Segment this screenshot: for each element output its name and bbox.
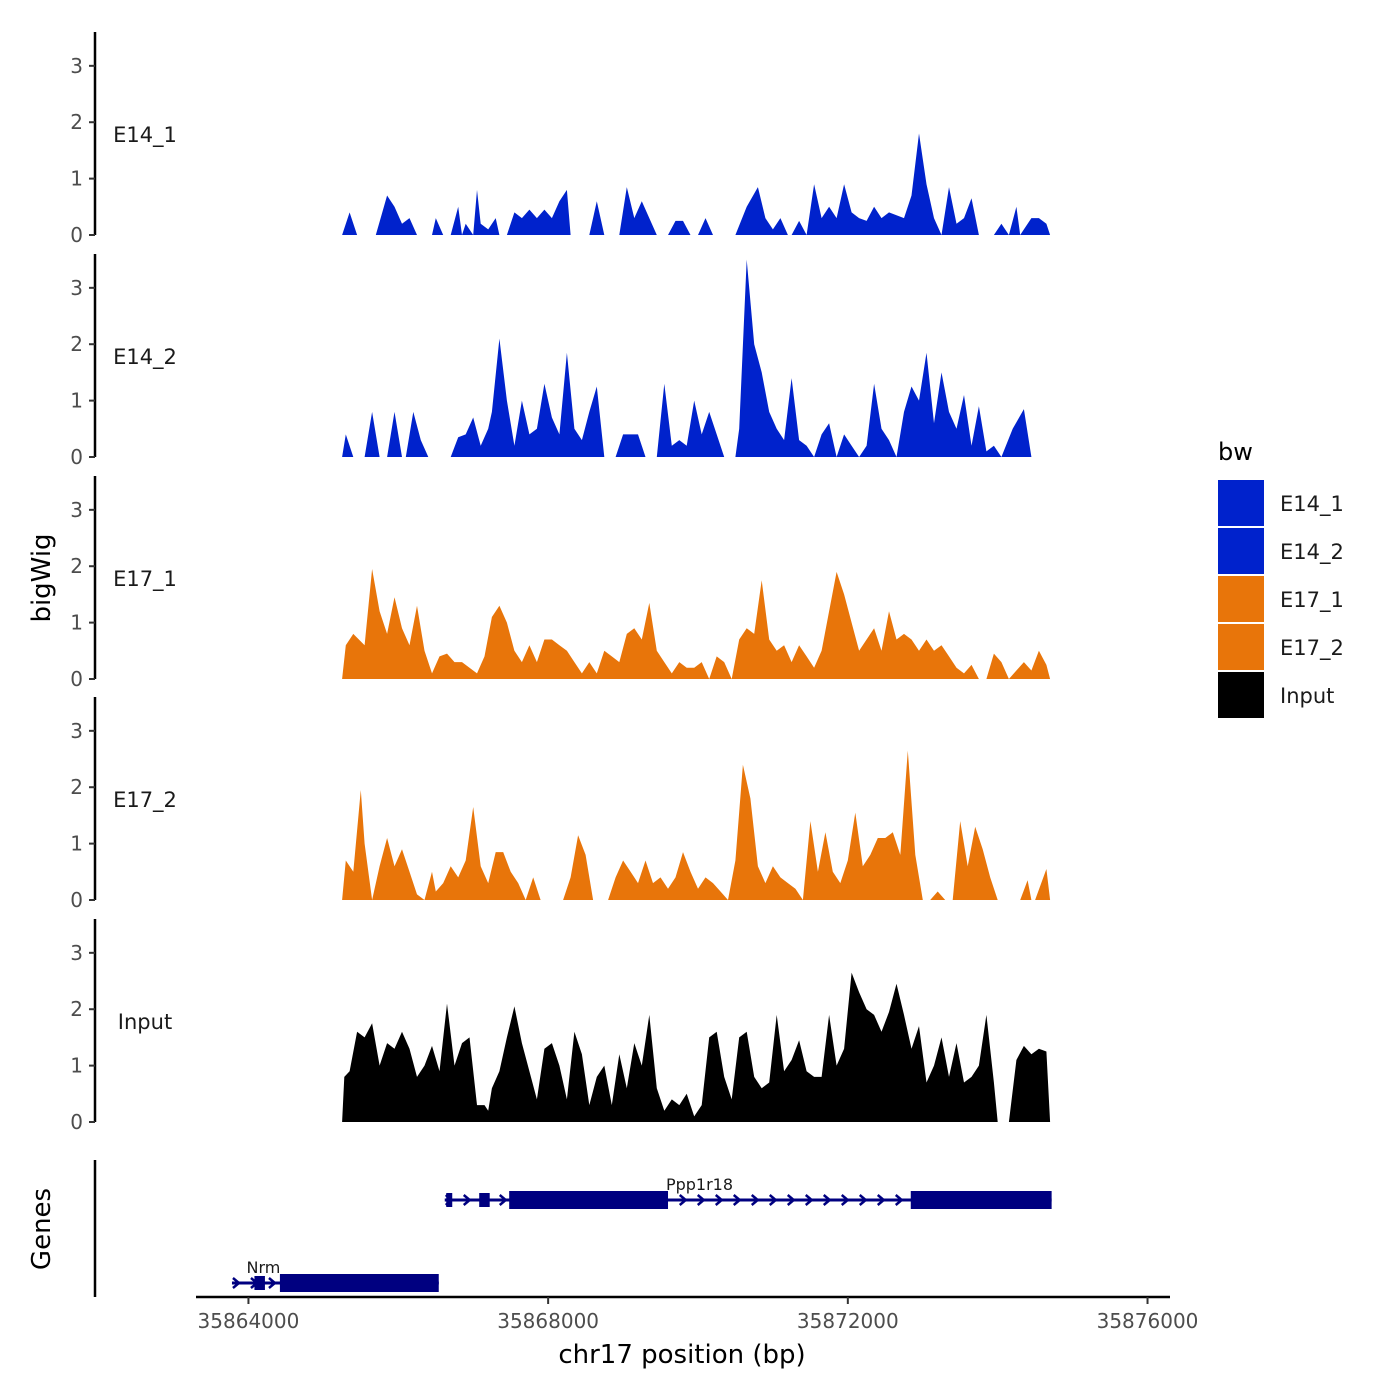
strand-arrow — [696, 1194, 706, 1206]
x-axis-title: chr17 position (bp) — [558, 1340, 805, 1370]
y-tick-label: 2 — [70, 997, 83, 1021]
gene-label: Nrm — [247, 1258, 281, 1277]
legend-items: E14_1 E14_2 E17_1 E17_2 Input — [1218, 480, 1344, 718]
x-axis: 35864000 35868000 35872000 35876000 — [196, 1295, 1199, 1333]
legend-swatch — [1218, 672, 1264, 718]
genes-axis-title: Genes — [27, 1188, 57, 1270]
y-tick-label: 1 — [70, 611, 83, 635]
gene-Nrm: Nrm — [231, 1258, 439, 1292]
strand-arrow — [232, 1277, 241, 1289]
x-tick-label: 35876000 — [1097, 1309, 1199, 1333]
strand-arrow — [894, 1194, 904, 1206]
legend-entry-E17_2: E17_2 — [1218, 624, 1344, 670]
strand-arrow — [268, 1277, 277, 1289]
legend-label: Input — [1280, 684, 1334, 708]
track-E14_1: 0 1 2 3 E14_1 — [70, 32, 1051, 247]
signal-area-E17_2 — [342, 750, 1051, 900]
legend-swatch — [1218, 624, 1264, 670]
gene-exon — [446, 1193, 453, 1207]
gene-exon — [910, 1191, 1052, 1209]
strand-arrow — [462, 1194, 472, 1206]
legend-label: E17_1 — [1280, 588, 1344, 613]
y-tick-label: 0 — [70, 888, 83, 912]
legend-entry-E17_1: E17_1 — [1218, 576, 1344, 622]
strand-arrow — [750, 1194, 760, 1206]
y-tick-label: 0 — [70, 223, 83, 247]
y-tick-label: 3 — [70, 941, 83, 965]
strand-arrow — [876, 1194, 886, 1206]
legend: bw E14_1 E14_2 E17_1 E17_2 Input — [1218, 438, 1344, 718]
gene-Ppp1r18: Ppp1r18 — [444, 1175, 1052, 1209]
track-Input: 0 1 2 3 Input — [70, 919, 1051, 1134]
strand-arrow — [786, 1194, 796, 1206]
gene-label: Ppp1r18 — [666, 1175, 733, 1194]
strand-arrow — [498, 1194, 508, 1206]
gene-exon — [279, 1274, 439, 1292]
track-E17_2: 0 1 2 3 E17_2 — [70, 697, 1051, 912]
y-tick-label: 1 — [70, 389, 83, 413]
legend-label: E14_1 — [1280, 492, 1344, 517]
y-tick-label: 0 — [70, 445, 83, 469]
legend-swatch — [1218, 528, 1264, 574]
track-E17_1: 0 1 2 3 E17_1 — [70, 476, 1051, 691]
genes-layer: Ppp1r18 Nrm — [93, 1160, 1052, 1297]
y-tick-label: 3 — [70, 719, 83, 743]
strand-arrow — [804, 1194, 814, 1206]
signal-area-E14_1 — [342, 133, 1051, 235]
x-tick-label: 35872000 — [797, 1309, 899, 1333]
strand-arrow — [714, 1194, 724, 1206]
strand-arrow — [678, 1194, 688, 1206]
strand-arrow — [732, 1194, 742, 1206]
legend-swatch — [1218, 480, 1264, 526]
strand-arrow — [822, 1194, 832, 1206]
gene-exon — [479, 1193, 490, 1207]
track-label: Input — [118, 1010, 172, 1034]
gene-exon — [254, 1276, 265, 1290]
legend-title: bw — [1218, 438, 1253, 466]
y-tick-label: 1 — [70, 167, 83, 191]
y-tick-label: 1 — [70, 832, 83, 856]
y-tick-label: 2 — [70, 332, 83, 356]
y-tick-label: 2 — [70, 775, 83, 799]
signal-area-Input — [342, 972, 1051, 1122]
gene-exon — [509, 1191, 669, 1209]
strand-arrow — [858, 1194, 868, 1206]
track-label: E17_1 — [113, 567, 177, 592]
tracks-layer: 0 1 2 3 E14_1 0 1 2 3 E14_2 0 1 2 3 E17_1 0 1 2 3 E17_2 0 1 2 3… — [70, 32, 1051, 1134]
legend-entry-Input: Input — [1218, 672, 1334, 718]
y-tick-label: 0 — [70, 667, 83, 691]
strand-arrow — [840, 1194, 850, 1206]
strand-arrow — [768, 1194, 778, 1206]
legend-label: E17_2 — [1280, 636, 1344, 661]
signal-area-E17_1 — [342, 569, 1051, 679]
x-tick-label: 35864000 — [198, 1309, 300, 1333]
y-tick-label: 1 — [70, 1054, 83, 1078]
track-label: E14_1 — [113, 123, 177, 148]
y-tick-label: 3 — [70, 54, 83, 78]
legend-entry-E14_1: E14_1 — [1218, 480, 1344, 526]
signal-area-E14_2 — [342, 259, 1032, 457]
legend-swatch — [1218, 576, 1264, 622]
track-E14_2: 0 1 2 3 E14_2 — [70, 254, 1032, 469]
track-label: E14_2 — [113, 345, 177, 370]
x-tick-label: 35868000 — [497, 1309, 599, 1333]
track-label: E17_2 — [113, 788, 177, 813]
y-tick-label: 2 — [70, 110, 83, 134]
y-axis-title: bigWig — [27, 533, 57, 622]
y-tick-label: 3 — [70, 498, 83, 522]
y-tick-label: 2 — [70, 554, 83, 578]
y-tick-label: 3 — [70, 276, 83, 300]
legend-entry-E14_2: E14_2 — [1218, 528, 1344, 574]
y-tick-label: 0 — [70, 1110, 83, 1134]
legend-label: E14_2 — [1280, 540, 1344, 565]
